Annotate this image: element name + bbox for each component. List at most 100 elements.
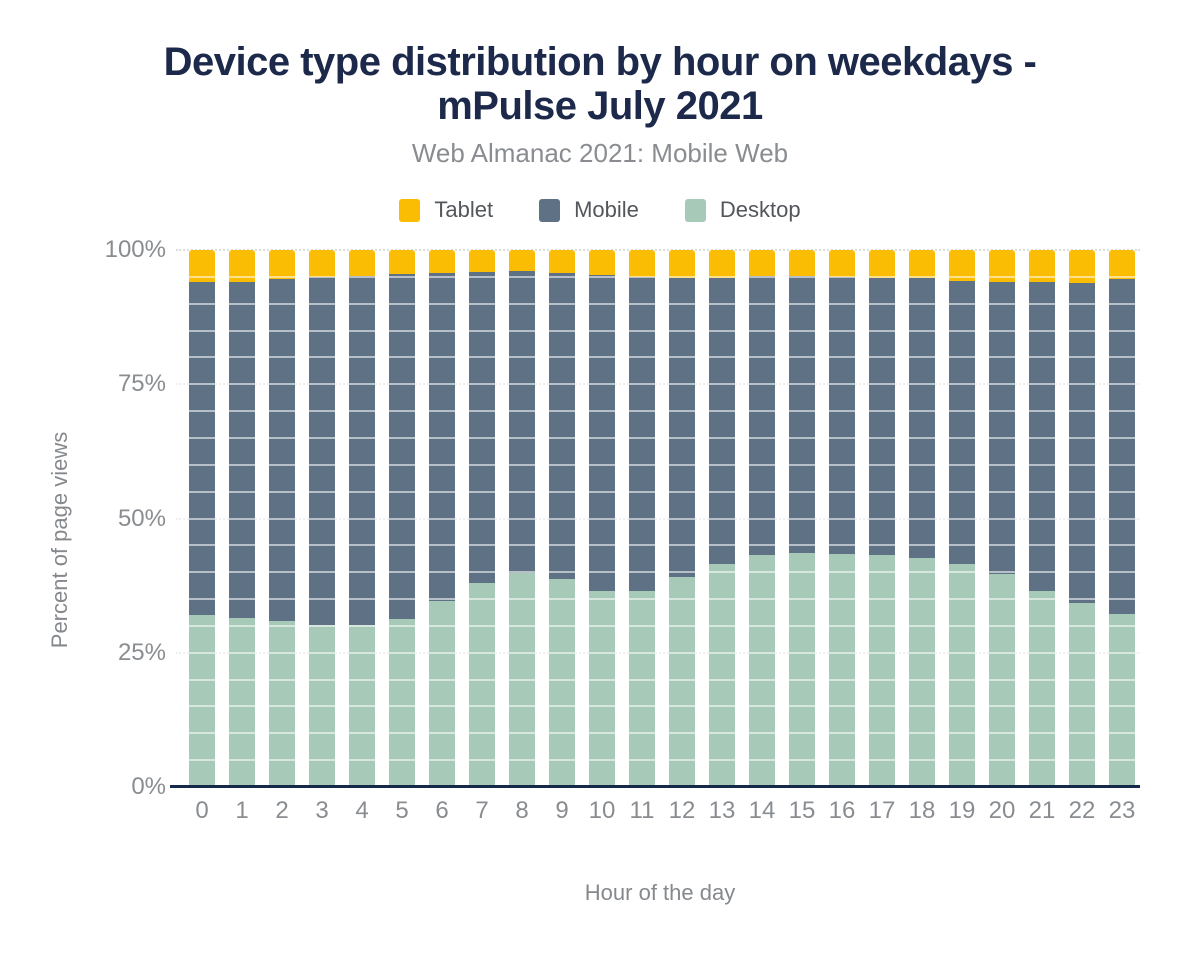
segment-mobile [829,277,855,554]
bar-hour-15 [789,250,815,787]
x-axis-title: Hour of the day [584,880,736,905]
x-tick-label-20: 20 [988,797,1016,824]
segment-desktop [829,553,855,787]
segment-desktop [189,615,215,787]
y-axis-title: Percent of page views [47,431,72,649]
y-tick-label-50: 50% [117,504,166,532]
segment-tablet [429,250,455,274]
minor-gridline-35 [176,598,1140,601]
x-tick-label-17: 17 [868,797,896,824]
segment-tablet [509,250,535,271]
minor-gridline-55 [176,490,1140,493]
segment-mobile [1029,282,1055,591]
bar-hour-17 [869,250,895,787]
x-tick-label-5: 5 [395,797,409,824]
x-tick-label-0: 0 [195,797,209,824]
segment-tablet [909,250,935,279]
segment-desktop [1029,591,1055,787]
minor-gridline-95 [176,275,1140,278]
segment-mobile [1109,279,1135,615]
minor-gridline-80 [176,356,1140,359]
x-tick-label-19: 19 [948,797,976,824]
segment-tablet [549,250,575,274]
minor-gridline-30 [176,624,1140,627]
legend-label: Tablet [434,197,494,222]
segment-mobile [269,279,295,622]
desktop-swatch-icon [684,198,706,222]
segment-tablet [829,250,855,278]
x-tick-label-7: 7 [475,797,489,824]
tablet-swatch-icon [399,198,421,222]
segment-desktop [709,563,735,787]
segment-mobile [1069,283,1095,603]
bar-hour-1 [229,250,255,787]
x-tick-label-13: 13 [708,797,736,824]
segment-desktop [549,578,575,787]
bar-hour-22 [1069,250,1095,787]
segment-mobile [309,277,335,625]
segment-mobile [189,281,215,616]
minor-gridline-70 [176,410,1140,413]
segment-mobile [949,281,975,564]
legend: Tablet Mobile Desktop [0,197,1200,223]
segment-tablet [469,250,495,272]
segment-tablet [589,250,615,276]
minor-gridline-60 [176,463,1140,466]
x-axis-baseline [170,785,1140,788]
segment-mobile [509,270,535,573]
segment-mobile [749,276,775,556]
segment-tablet [869,250,895,278]
legend-item-desktop: Desktop [684,197,801,223]
segment-tablet [1109,250,1135,280]
segment-mobile [469,271,495,583]
minor-gridline-20 [176,678,1140,681]
minor-gridline-40 [176,571,1140,574]
minor-gridline-45 [176,544,1140,547]
segment-desktop [1109,614,1135,787]
segment-tablet [749,250,775,277]
segment-desktop [469,582,495,787]
x-tick-label-16: 16 [828,797,856,824]
x-tick-label-18: 18 [908,797,936,824]
x-tick-label-12: 12 [668,797,696,824]
x-tick-label-8: 8 [515,797,529,824]
x-tick-label-15: 15 [788,797,816,824]
segment-tablet [709,250,735,279]
segment-desktop [269,621,295,787]
x-tick-label-1: 1 [235,797,249,824]
y-tick-label-0: 0% [131,773,166,800]
y-tick-label-25: 25% [117,638,166,666]
segment-desktop [669,576,695,787]
segment-desktop [869,555,895,787]
bar-hour-19 [949,250,975,787]
x-tick-label-21: 21 [1028,797,1056,824]
x-tick-label-9: 9 [555,797,569,824]
chart-subtitle: Web Almanac 2021: Mobile Web [411,138,789,168]
chart-title-line-2: mPulse July 2021 [437,84,763,128]
legend-label: Mobile [574,197,639,222]
segment-tablet [309,250,335,278]
segment-mobile [389,274,415,619]
minor-gridline-5 [176,759,1140,762]
legend-item-mobile: Mobile [539,197,639,223]
segment-mobile [909,278,935,558]
x-tick-label-4: 4 [355,797,369,824]
segment-tablet [669,250,695,279]
segment-mobile [789,275,815,554]
bar-hour-14 [749,250,775,787]
bar-hour-16 [829,250,855,787]
legend-label: Desktop [719,197,801,222]
chart-title: Device type distribution by hour on week… [0,40,1200,128]
segment-mobile [989,282,1015,575]
segment-mobile [549,273,575,579]
segment-tablet [629,250,655,278]
segment-desktop [629,591,655,787]
bar-hour-5 [389,250,415,787]
minor-gridline-10 [176,732,1140,735]
bar-hour-13 [709,250,735,787]
segment-desktop [589,591,615,787]
x-tick-label-3: 3 [315,797,329,824]
segment-desktop [909,557,935,787]
gridline-100 [176,249,1140,251]
minor-gridline-25 [176,651,1140,654]
